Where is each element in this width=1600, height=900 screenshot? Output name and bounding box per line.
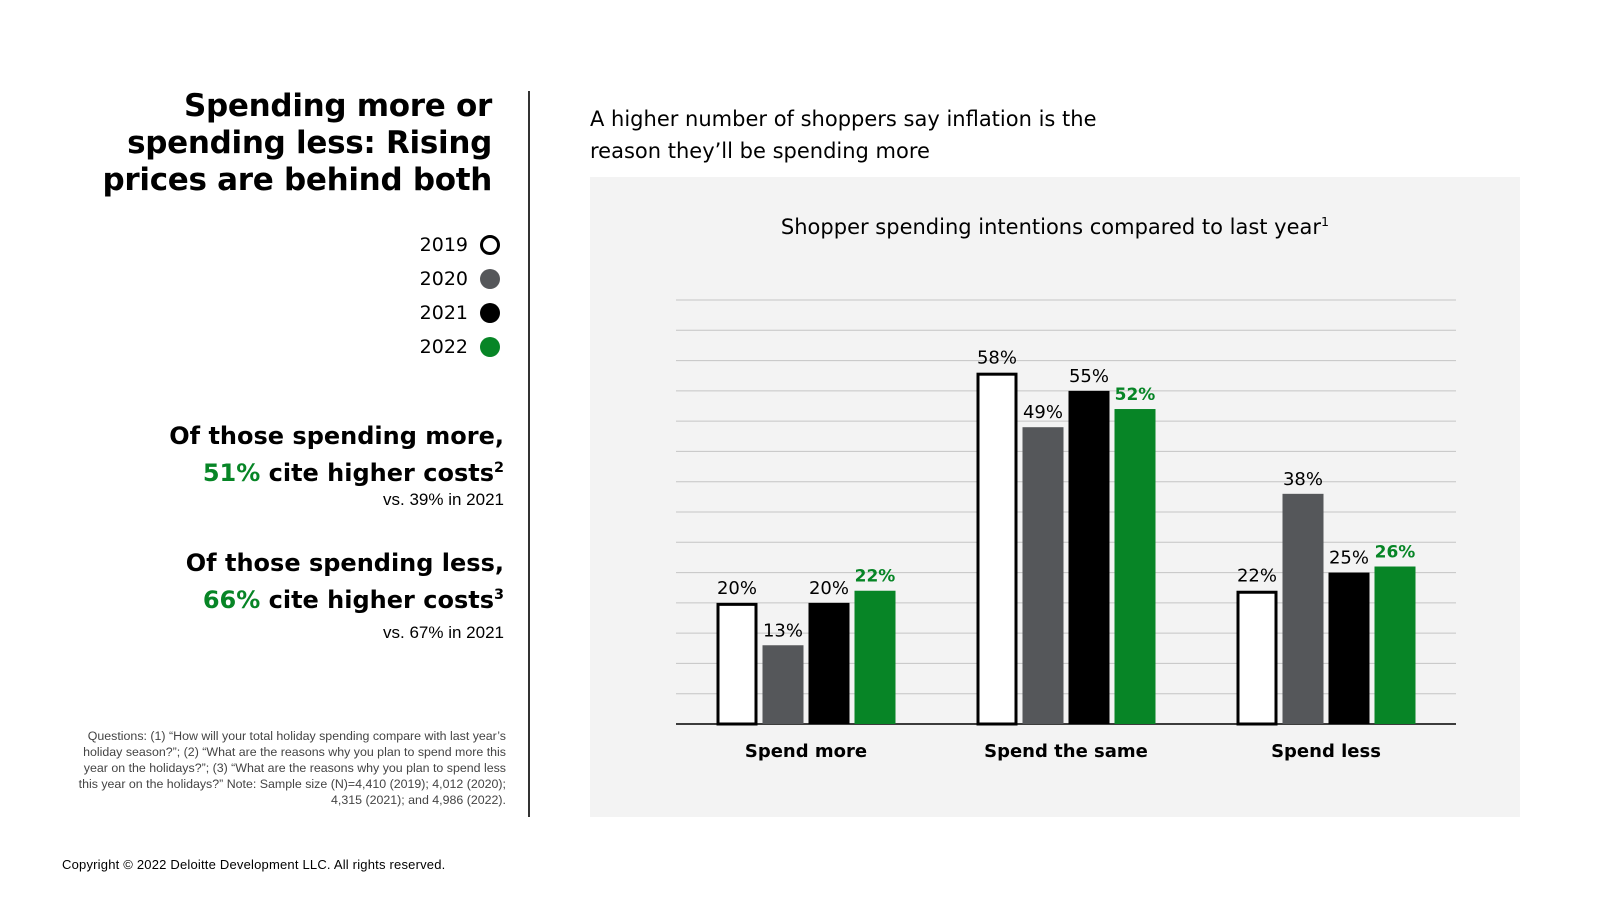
data-label: 26% xyxy=(1375,543,1416,563)
legend-swatch-2019 xyxy=(480,235,500,255)
legend-swatch-2020 xyxy=(480,269,500,289)
stat-detail: 66% cite higher costs3 xyxy=(186,579,504,616)
legend-label: 2019 xyxy=(419,234,468,256)
legend-item-2020: 2020 xyxy=(380,262,500,296)
bar-2020-spend-the-same xyxy=(1022,427,1064,724)
bar-2019-spend-less xyxy=(1236,590,1278,726)
data-label: 20% xyxy=(717,578,757,599)
bar-2022-spend-the-same xyxy=(1114,409,1156,724)
legend-swatch-2021 xyxy=(480,303,500,323)
chart-title: Shopper spending intentions compared to … xyxy=(590,214,1520,239)
bar-2020-spend-less xyxy=(1282,493,1324,724)
bar-2021-spend-less xyxy=(1328,572,1370,724)
chart-title-text: Shopper spending intentions compared to … xyxy=(780,215,1322,239)
bar-2019-spend-the-same xyxy=(976,372,1018,726)
bar-2021-spend-the-same xyxy=(1068,390,1110,724)
legend-swatch-2022 xyxy=(480,337,500,357)
data-label: 58% xyxy=(977,348,1017,369)
category-label: Spend more xyxy=(745,741,867,762)
bar-2022-spend-less xyxy=(1374,566,1416,724)
data-label: 52% xyxy=(1115,385,1156,405)
legend-item-2019: 2019 xyxy=(380,228,500,262)
data-label: 13% xyxy=(763,620,803,641)
data-label: 22% xyxy=(855,567,896,587)
category-label: Spend less xyxy=(1271,741,1381,762)
bar-2019-spend-more xyxy=(716,602,758,726)
copyright: Copyright © 2022 Deloitte Development LL… xyxy=(62,857,446,872)
chart-subtitle: A higher number of shoppers say inflatio… xyxy=(590,107,1097,163)
page-title: Spending more or spending less: Rising p… xyxy=(102,88,492,198)
stat-spending-more: Of those spending more, 51% cite higher … xyxy=(169,420,504,511)
data-label: 38% xyxy=(1283,469,1323,490)
stat-heading: Of those spending more, xyxy=(169,422,504,450)
stat-comparison: vs. 67% in 2021 xyxy=(383,623,504,642)
footnote: Questions: (1) “How will your total holi… xyxy=(78,729,506,807)
stat-footnote-ref: 3 xyxy=(493,587,504,603)
stat-text: cite higher costs xyxy=(260,459,494,487)
chart-title-footnote-ref: 1 xyxy=(1321,214,1330,229)
stat-percent: 51% xyxy=(202,459,261,487)
legend-label: 2021 xyxy=(419,302,468,324)
bar-2020-spend-more xyxy=(762,645,804,724)
data-label: 25% xyxy=(1329,548,1369,569)
stat-comparison: vs. 39% in 2021 xyxy=(383,490,504,509)
vertical-divider xyxy=(528,91,530,817)
bar-chart: 20% 13% 20% 22% Spend more 58% 49% 55% 52% Spend … xyxy=(676,299,1456,762)
legend: 2019 2020 2021 2022 xyxy=(380,228,500,364)
stat-heading: Of those spending less, xyxy=(185,549,504,577)
stat-spending-less: Of those spending less, 66% cite higher … xyxy=(186,547,504,644)
legend-item-2022: 2022 xyxy=(380,330,500,364)
bar-2022-spend-more xyxy=(854,590,896,724)
category-label: Spend the same xyxy=(984,741,1148,762)
data-label: 20% xyxy=(809,578,849,599)
stat-footnote-ref: 2 xyxy=(493,460,504,476)
legend-item-2021: 2021 xyxy=(380,296,500,330)
stat-detail: 51% cite higher costs2 xyxy=(169,452,504,489)
legend-label: 2022 xyxy=(419,336,468,358)
data-label: 22% xyxy=(1237,566,1277,587)
data-label: 55% xyxy=(1069,366,1109,387)
bar-2021-spend-more xyxy=(808,602,850,724)
stat-percent: 66% xyxy=(202,586,261,614)
stat-text: cite higher costs xyxy=(260,586,494,614)
data-label: 49% xyxy=(1023,402,1063,423)
legend-label: 2020 xyxy=(419,268,468,290)
